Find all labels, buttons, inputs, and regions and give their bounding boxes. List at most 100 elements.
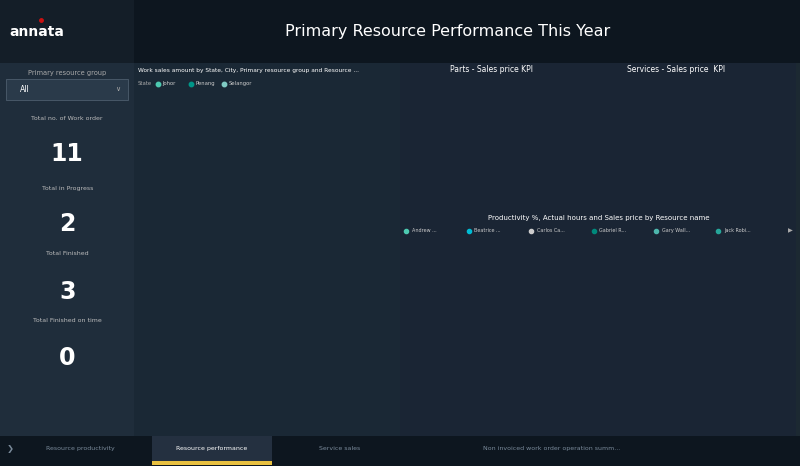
Text: 2K: 2K — [258, 266, 274, 275]
Wedge shape — [608, 178, 740, 244]
Text: Gabriel Ramirez: Gabriel Ramirez — [467, 389, 500, 393]
Text: Johor: Johor — [202, 192, 210, 200]
Text: Gabriel R...: Gabriel R... — [599, 228, 626, 233]
Bar — [0, 0, 800, 63]
Text: Bau.: Bau. — [374, 300, 381, 308]
Wedge shape — [218, 288, 266, 330]
Text: Lars Giusti: Lars Giusti — [305, 365, 322, 376]
Wedge shape — [341, 310, 384, 352]
Wedge shape — [266, 331, 364, 395]
Wedge shape — [232, 359, 265, 395]
Y-axis label: Actual hours: Actual hours — [385, 309, 390, 353]
Bar — [0, 63, 134, 436]
Text: Workshop group 2: Workshop group 2 — [229, 137, 258, 146]
Wedge shape — [359, 204, 402, 260]
Text: Safety Shop: Safety Shop — [168, 171, 184, 189]
Text: Selangor: Selangor — [219, 213, 234, 228]
Text: Troy Benson: Troy Benson — [702, 346, 726, 350]
Text: Gary Wallace: Gary Wallace — [739, 331, 766, 336]
Text: Kenneth Svenson: Kenneth Svenson — [626, 376, 662, 380]
Wedge shape — [131, 266, 173, 316]
Wedge shape — [266, 190, 336, 260]
Text: Penang: Penang — [210, 274, 220, 289]
Wedge shape — [267, 124, 346, 177]
Point — [694, 348, 706, 355]
Text: Andrew ...: Andrew ... — [412, 228, 437, 233]
Text: Beatrice ...: Beatrice ... — [474, 228, 501, 233]
Wedge shape — [356, 287, 397, 325]
Text: Resource productivity: Resource productivity — [46, 446, 114, 451]
Text: Katherine Bridges: Katherine Bridges — [750, 377, 786, 382]
Point — [551, 379, 564, 387]
Bar — [400, 217, 796, 436]
Wedge shape — [181, 134, 228, 180]
Point — [602, 408, 615, 416]
Text: Primary resource group: Primary resource group — [28, 69, 106, 75]
Text: 4.51K: 4.51K — [470, 177, 515, 191]
Point — [738, 371, 751, 378]
Text: annata: annata — [10, 25, 65, 39]
Text: 11: 11 — [51, 142, 83, 166]
Text: William Smith: William Smith — [766, 248, 795, 252]
Wedge shape — [266, 260, 336, 330]
Text: Penang: Penang — [298, 293, 312, 306]
Text: Parts - Sales price KPI: Parts - Sales price KPI — [450, 65, 534, 74]
Text: Total Finished: Total Finished — [46, 251, 89, 256]
Wedge shape — [366, 261, 402, 294]
Wedge shape — [327, 151, 388, 216]
Text: 0: 0 — [59, 346, 75, 370]
Text: ❯: ❯ — [6, 444, 14, 453]
Text: Lars Giusti: Lars Giusti — [302, 329, 319, 342]
Point — [674, 328, 686, 335]
Wedge shape — [180, 339, 239, 391]
Point — [459, 391, 472, 398]
Text: Jack Robinson: Jack Robinson — [623, 412, 652, 416]
Point — [758, 250, 771, 257]
Text: Penang: Penang — [252, 170, 264, 175]
Text: Workshop group 1: Workshop group 1 — [237, 376, 266, 383]
Text: Blend: Blend — [200, 152, 210, 160]
Text: Workshop group 1: Workshop group 1 — [378, 219, 389, 248]
Text: Margaret Collins: Margaret Collins — [558, 377, 592, 382]
Text: Total Finished on time: Total Finished on time — [33, 318, 102, 323]
Wedge shape — [153, 156, 201, 204]
Text: Selangor repair: Selangor repair — [143, 236, 150, 261]
Text: Resource performance: Resource performance — [176, 446, 248, 451]
Bar — [152, 461, 272, 465]
Bar — [134, 63, 400, 436]
Wedge shape — [177, 167, 236, 225]
Text: Workshop group 1: Workshop group 1 — [351, 240, 357, 269]
Text: Johor Bahru: Johor Bahru — [351, 175, 366, 192]
Text: Johor: Johor — [162, 81, 176, 86]
Text: Selangor: Selangor — [229, 81, 252, 86]
Wedge shape — [196, 260, 240, 310]
Bar — [6, 79, 128, 100]
Text: Total no. of Work order: Total no. of Work order — [31, 116, 103, 121]
Text: 107.62: 107.62 — [647, 177, 701, 191]
Point — [731, 333, 744, 341]
Text: 3: 3 — [59, 280, 75, 304]
Text: Services - Sales price  KPI: Services - Sales price KPI — [627, 65, 725, 74]
Bar — [0, 436, 800, 466]
Text: Service sales: Service sales — [319, 446, 361, 451]
Point — [616, 414, 629, 421]
Wedge shape — [163, 210, 204, 265]
Text: Philip Brooks: Philip Brooks — [617, 389, 643, 393]
Wedge shape — [284, 160, 366, 242]
Text: Carlos Ca...: Carlos Ca... — [537, 228, 565, 233]
Text: Carlos Cardoza: Carlos Cardoza — [753, 395, 783, 399]
Text: Jack Robi...: Jack Robi... — [724, 228, 750, 233]
Text: ∨: ∨ — [115, 87, 120, 92]
Text: Johor: Johor — [298, 142, 308, 149]
Point — [609, 391, 622, 398]
Bar — [0, 0, 134, 63]
Wedge shape — [217, 322, 266, 363]
Text: Gary Wall...: Gary Wall... — [662, 228, 690, 233]
Text: State: State — [138, 81, 152, 86]
Text: Safety Shop: Safety Shop — [178, 277, 187, 297]
Text: Johor Bahru: Johor Bahru — [320, 190, 336, 206]
Text: 4.11K: 4.11K — [489, 106, 502, 110]
Text: Johor: Johor — [300, 216, 310, 226]
Text: All: All — [20, 85, 30, 94]
Point — [748, 406, 761, 414]
